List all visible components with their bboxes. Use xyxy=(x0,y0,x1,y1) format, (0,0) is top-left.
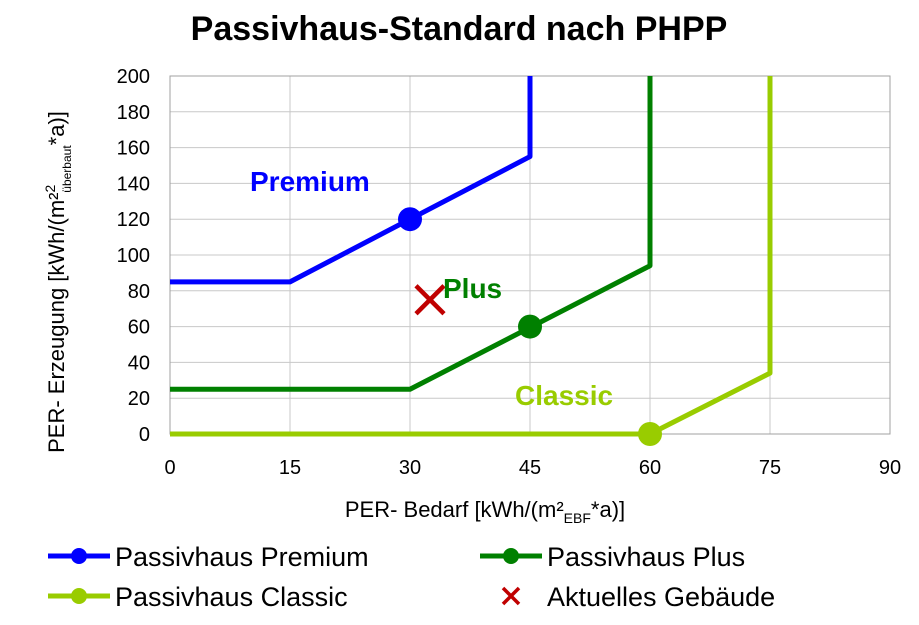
grid xyxy=(169,75,891,435)
y-tick-label-5: 100 xyxy=(117,245,150,267)
legend-item-current: Aktuelles Gebäude xyxy=(501,582,775,612)
y-axis-label: PER- Erzeugung [kWh/(m²2 überbaut*a)] xyxy=(42,111,74,453)
y-axis-label-sub: überbaut xyxy=(60,145,74,193)
legend-label-classic: Passivhaus Classic xyxy=(115,582,348,612)
plot-area xyxy=(170,76,773,446)
annotation-premium: Premium xyxy=(250,166,370,197)
current-building-marker xyxy=(414,284,446,316)
y-tick-label-9: 180 xyxy=(117,102,150,124)
y-tick-label-0: 0 xyxy=(139,424,150,446)
legend-item-classic: Passivhaus Classic xyxy=(48,582,348,612)
legend: Passivhaus Premium Passivhaus Plus Passi… xyxy=(48,542,775,612)
legend-label-current: Aktuelles Gebäude xyxy=(547,582,775,612)
tick-labels: 0 20 40 60 80 100 120 140 160 180 200 0 15 30 45 60 75 90 xyxy=(117,66,902,479)
annotations: Premium Plus Classic xyxy=(250,166,613,411)
y-tick-label-7: 140 xyxy=(117,173,150,195)
series-marker-passivhaus-classic xyxy=(638,422,662,446)
y-tick-label-1: 20 xyxy=(128,388,150,410)
x-tick-label-5: 75 xyxy=(759,457,781,479)
annotation-classic: Classic xyxy=(515,380,613,411)
y-tick-label-3: 60 xyxy=(128,317,150,339)
legend-marker-plus xyxy=(503,548,519,564)
x-axis-label-sub: EBF xyxy=(564,510,591,526)
chart-title: Passivhaus-Standard nach PHPP xyxy=(191,10,728,48)
x-tick-label-4: 60 xyxy=(639,457,661,479)
series-line-passivhaus-classic xyxy=(170,76,773,437)
x-axis-label: PER- Bedarf [kWh/(m²EBF*a)] xyxy=(345,497,625,526)
legend-label-plus: Passivhaus Plus xyxy=(547,542,745,572)
y-axis-label-sup: 2 xyxy=(42,185,58,193)
legend-item-premium: Passivhaus Premium xyxy=(48,542,369,572)
legend-item-plus: Passivhaus Plus xyxy=(480,542,745,572)
y-axis-label-main: PER- Erzeugung [kWh/(m² xyxy=(44,193,69,453)
y-tick-label-2: 40 xyxy=(128,352,150,374)
x-tick-label-2: 30 xyxy=(399,457,421,479)
legend-marker-classic xyxy=(71,588,87,604)
x-tick-label-6: 90 xyxy=(879,457,901,479)
y-tick-label-4: 80 xyxy=(128,281,150,303)
x-axis-label-end: *a)] xyxy=(591,497,625,522)
y-tick-label-8: 160 xyxy=(117,138,150,160)
annotation-plus: Plus xyxy=(443,273,502,304)
x-axis-label-main: PER- Bedarf [kWh/(m² xyxy=(345,497,564,522)
x-tick-label-3: 45 xyxy=(519,457,541,479)
x-tick-label-0: 0 xyxy=(164,457,175,479)
legend-label-premium: Passivhaus Premium xyxy=(115,542,369,572)
legend-marker-premium xyxy=(71,548,87,564)
series-marker-passivhaus-premium xyxy=(398,207,422,232)
y-tick-label-6: 120 xyxy=(117,209,150,231)
legend-marker-current xyxy=(501,586,521,606)
y-tick-label-10: 200 xyxy=(117,66,150,88)
series-marker-passivhaus-plus xyxy=(518,314,542,339)
y-axis-label-end: *a)] xyxy=(44,111,69,145)
x-tick-label-1: 15 xyxy=(279,457,301,479)
